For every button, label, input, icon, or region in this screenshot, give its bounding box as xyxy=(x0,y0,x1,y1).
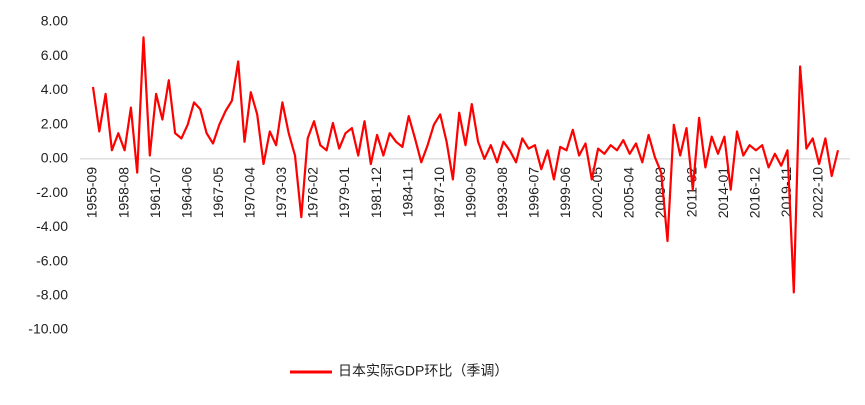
x-tick-label: 1970-04 xyxy=(242,167,258,219)
y-tick-label: -8.00 xyxy=(36,286,68,302)
x-tick-label: 1981-12 xyxy=(368,167,384,219)
y-tick-label: -4.00 xyxy=(36,218,68,234)
x-tick-label: 1987-10 xyxy=(431,167,447,219)
x-tick-label: 1976-02 xyxy=(305,167,321,219)
x-tick-label: 1984-11 xyxy=(399,167,415,218)
y-tick-label: 6.00 xyxy=(41,47,68,63)
x-tick-label: 1958-08 xyxy=(115,167,131,219)
x-tick-label: 2019-11 xyxy=(778,167,794,218)
y-tick-label: -6.00 xyxy=(36,252,68,268)
x-tick-label: 1955-09 xyxy=(84,167,100,219)
x-tick-label: 2014-01 xyxy=(715,167,731,219)
x-tick-label: 1973-03 xyxy=(273,167,289,219)
y-tick-label: 4.00 xyxy=(41,81,68,97)
x-tick-label: 1961-07 xyxy=(147,167,163,219)
x-tick-label: 1996-07 xyxy=(526,167,542,219)
x-tick-label: 1999-06 xyxy=(557,167,573,219)
legend-label: 日本实际GDP环比（季调） xyxy=(338,363,508,379)
x-tick-label: 2011-02 xyxy=(683,167,699,218)
x-tick-label: 2016-12 xyxy=(747,167,763,219)
y-tick-label: -2.00 xyxy=(36,184,68,200)
x-tick-label: 1990-09 xyxy=(463,167,479,219)
y-tick-label: -10.00 xyxy=(28,321,68,337)
x-tick-label: 1979-01 xyxy=(336,167,352,219)
x-tick-label: 1967-05 xyxy=(210,167,226,219)
x-tick-label: 2005-04 xyxy=(620,167,636,219)
data-line xyxy=(91,36,840,294)
y-tick-label: 0.00 xyxy=(41,150,68,166)
x-tick-label: 1964-06 xyxy=(178,167,194,219)
y-tick-label: 2.00 xyxy=(41,115,68,131)
x-tick-label: 1993-08 xyxy=(494,167,510,219)
x-tick-label: 2022-10 xyxy=(810,167,826,219)
y-tick-label: 8.00 xyxy=(41,13,68,29)
